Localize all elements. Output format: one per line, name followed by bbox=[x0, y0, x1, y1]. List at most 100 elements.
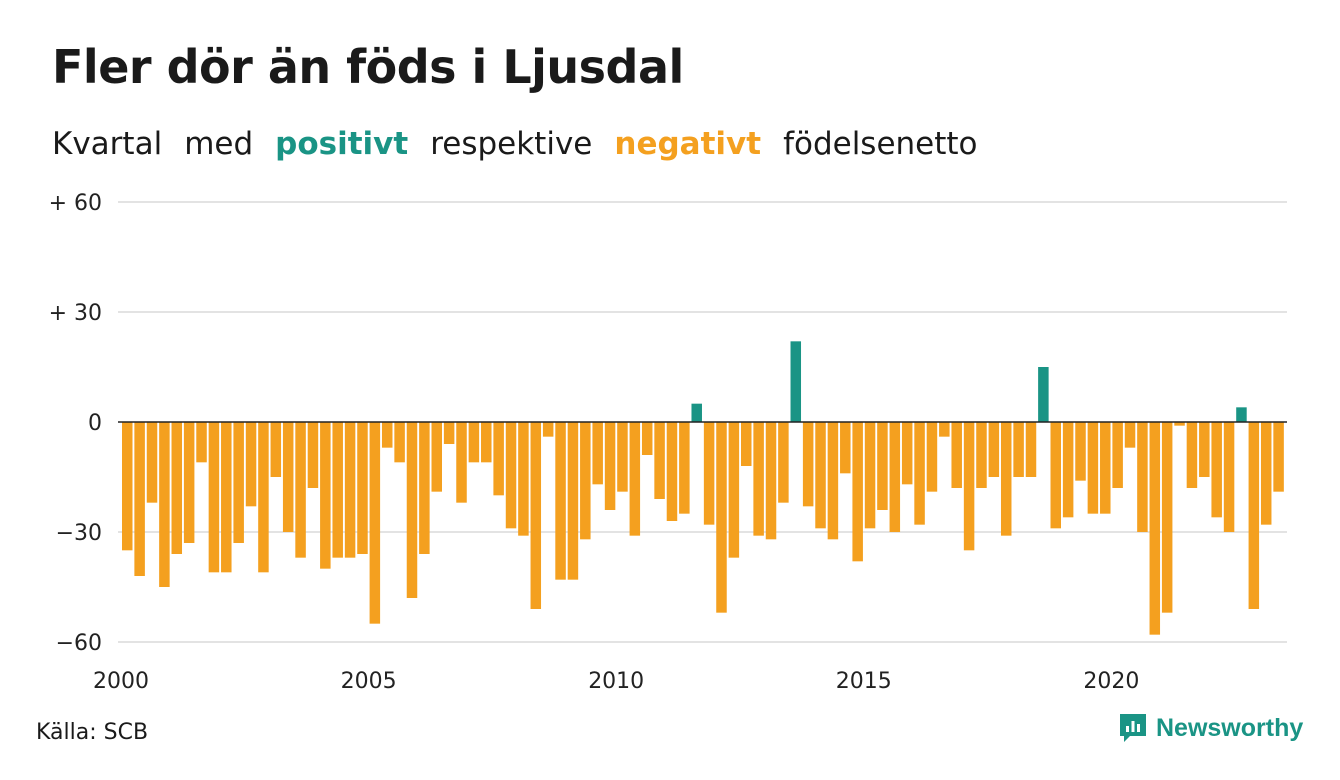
bar bbox=[394, 422, 405, 463]
bar bbox=[493, 422, 504, 496]
x-tick-label: 2020 bbox=[1083, 669, 1139, 694]
x-tick-label: 2005 bbox=[341, 669, 397, 694]
bar bbox=[258, 422, 269, 573]
bar bbox=[134, 422, 145, 576]
bar bbox=[877, 422, 888, 510]
bar bbox=[406, 422, 418, 598]
chart-subtitle: Kvartal med positivt respektive negativt föde… bbox=[52, 126, 1000, 162]
bar bbox=[926, 422, 938, 492]
bar bbox=[468, 422, 480, 463]
bar bbox=[381, 422, 393, 448]
bar bbox=[790, 341, 802, 422]
bar bbox=[963, 422, 975, 551]
bar bbox=[208, 422, 220, 573]
bar bbox=[456, 422, 467, 503]
bar bbox=[270, 422, 282, 477]
bar bbox=[741, 422, 752, 466]
bar bbox=[852, 422, 863, 562]
subtitle-word: respektive bbox=[430, 126, 593, 162]
bar bbox=[1273, 422, 1284, 492]
bar bbox=[542, 422, 554, 437]
bar bbox=[183, 422, 195, 543]
bar bbox=[901, 422, 913, 485]
bar bbox=[481, 422, 492, 463]
bar bbox=[1100, 422, 1111, 514]
bar bbox=[146, 422, 158, 503]
bar bbox=[233, 422, 244, 543]
bar bbox=[604, 422, 616, 510]
bar bbox=[221, 422, 232, 573]
bar bbox=[1124, 422, 1136, 448]
bar bbox=[431, 422, 442, 492]
subtitle-word: med bbox=[184, 126, 254, 162]
bar bbox=[320, 422, 331, 569]
bar bbox=[815, 422, 826, 529]
bar bbox=[419, 422, 430, 554]
bar bbox=[802, 422, 814, 507]
bar bbox=[344, 422, 356, 558]
bar bbox=[1186, 422, 1198, 488]
newsworthy-logo-icon bbox=[1120, 714, 1146, 742]
bar bbox=[567, 422, 579, 580]
bar bbox=[1000, 422, 1012, 536]
bar bbox=[703, 422, 715, 525]
x-tick-label: 2015 bbox=[836, 669, 892, 694]
bar bbox=[1075, 422, 1086, 481]
brand-name: Newsworthy bbox=[1156, 713, 1304, 742]
bar bbox=[1149, 422, 1161, 635]
bar bbox=[840, 422, 851, 474]
bar bbox=[1211, 422, 1222, 518]
bar bbox=[505, 422, 517, 529]
bar bbox=[282, 422, 294, 532]
x-tick-label: 2010 bbox=[588, 669, 644, 694]
bar bbox=[518, 422, 529, 536]
bar bbox=[580, 422, 591, 540]
x-tick-label: 2000 bbox=[93, 669, 149, 694]
bar bbox=[753, 422, 764, 536]
bar bbox=[1038, 367, 1049, 422]
bar bbox=[679, 422, 690, 514]
bar bbox=[1025, 422, 1037, 477]
bar bbox=[357, 422, 368, 554]
bar bbox=[716, 422, 727, 613]
newsworthy-logo: Newsworthy bbox=[1118, 712, 1303, 744]
y-tick-label: + 30 bbox=[49, 301, 102, 326]
bar bbox=[691, 403, 702, 422]
bar bbox=[196, 422, 207, 463]
bar bbox=[617, 422, 628, 492]
bar bbox=[1223, 422, 1235, 532]
bar bbox=[332, 422, 343, 558]
bar bbox=[369, 422, 381, 624]
bar bbox=[1112, 422, 1123, 488]
bar bbox=[1050, 422, 1061, 529]
bar bbox=[951, 422, 962, 488]
bar bbox=[728, 422, 740, 558]
bar bbox=[159, 422, 170, 587]
bar bbox=[1199, 422, 1210, 477]
bar bbox=[171, 422, 183, 554]
bar bbox=[629, 422, 641, 536]
source-note: Källa: SCB bbox=[36, 720, 149, 745]
bar bbox=[1087, 422, 1099, 514]
bar bbox=[765, 422, 777, 540]
bar bbox=[1062, 422, 1074, 518]
bar bbox=[555, 422, 566, 580]
subtitle-negative-label: negativt bbox=[614, 126, 762, 162]
bar bbox=[976, 422, 987, 488]
bar bbox=[295, 422, 306, 558]
bar bbox=[864, 422, 876, 529]
bar bbox=[1137, 422, 1148, 532]
bar bbox=[307, 422, 319, 488]
bar bbox=[122, 422, 133, 551]
bar bbox=[666, 422, 678, 521]
bar bbox=[827, 422, 839, 540]
y-tick-label: + 60 bbox=[49, 191, 102, 216]
bar bbox=[1260, 422, 1272, 525]
y-tick-label: −30 bbox=[56, 521, 102, 546]
bar bbox=[641, 422, 653, 455]
bar bbox=[889, 422, 901, 532]
bar bbox=[592, 422, 603, 485]
bar bbox=[1161, 422, 1173, 613]
bar bbox=[1236, 407, 1247, 422]
bar bbox=[988, 422, 1000, 477]
